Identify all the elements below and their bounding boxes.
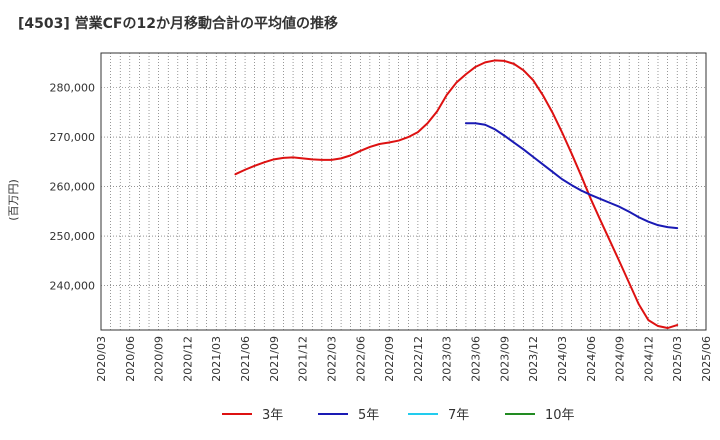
x-tick-label: 2024/09: [614, 336, 627, 382]
x-tick-label: 2023/12: [527, 336, 540, 382]
x-tick-label: 2022/03: [325, 336, 338, 382]
x-tick-label: 2023/06: [470, 336, 483, 382]
legend-label: 5年: [358, 408, 379, 423]
x-tick-label: 2021/12: [297, 336, 310, 382]
series-line-3年: [234, 59, 679, 330]
x-tick-label: 2020/09: [153, 336, 166, 382]
x-tick-label: 2023/09: [498, 336, 511, 382]
y-tick-label: 270,000: [50, 131, 96, 144]
grid-layer: [101, 53, 706, 330]
x-tick-label: 2021/06: [239, 336, 252, 382]
x-tick-label: 2022/12: [412, 336, 425, 382]
x-tick-label: 2024/06: [585, 336, 598, 382]
x-tick-label: 2020/06: [124, 336, 137, 382]
y-tick-label: 260,000: [50, 181, 96, 194]
legend-label: 10年: [545, 408, 575, 423]
y-tick-label: 240,000: [50, 279, 96, 292]
plot-area: [100, 52, 707, 331]
chart-title: [4503] 営業CFの12か月移動合計の平均値の推移: [18, 16, 338, 32]
legend-label: 3年: [262, 408, 283, 423]
x-tick-labels: 2020/03 2020/06 2020/09 2020/12 2021/03 2021/…: [95, 336, 713, 382]
x-tick-label: 2024/12: [642, 336, 655, 382]
x-tick-label: 2021/03: [210, 336, 223, 382]
y-tick-label: 250,000: [50, 230, 96, 243]
y-tick-label: 280,000: [50, 82, 96, 95]
x-tick-label: 2024/03: [556, 336, 569, 382]
x-tick-label: 2025/06: [700, 336, 713, 382]
x-tick-label: 2025/03: [671, 336, 684, 382]
y-axis-title: (百万円): [7, 179, 20, 221]
x-tick-label: 2022/09: [383, 336, 396, 382]
x-tick-label: 2020/03: [95, 336, 108, 382]
y-tick-labels: 240,000 250,000 260,000 270,000 280,000: [50, 82, 96, 293]
x-tick-label: 2023/03: [441, 336, 454, 382]
x-tick-label: 2021/09: [268, 336, 281, 382]
series-layer: [234, 59, 679, 330]
series-line-5年: [464, 122, 679, 230]
x-tick-label: 2022/06: [354, 336, 367, 382]
legend: 3年 5年 7年 10年: [222, 408, 575, 423]
legend-label: 7年: [448, 408, 469, 423]
x-tick-label: 2020/12: [181, 336, 194, 382]
